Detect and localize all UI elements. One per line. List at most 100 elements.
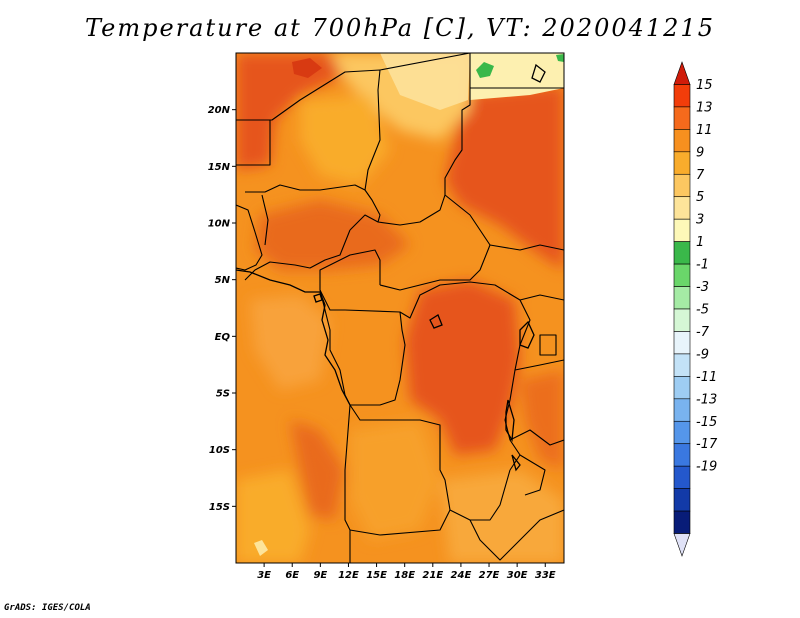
border-line [236, 120, 271, 166]
x-tick-label: 24E [451, 570, 472, 581]
lake-outline [429, 314, 443, 329]
colorbar-box [673, 84, 691, 108]
border-line [489, 244, 564, 251]
map-frame [235, 52, 565, 564]
colorbar-box [673, 151, 691, 175]
colorbar-box [673, 196, 691, 220]
border-line [244, 229, 351, 281]
border-line [519, 454, 546, 496]
border-line [236, 69, 381, 193]
x-tick-label: 12E [338, 570, 359, 581]
x-tick-label: 27E [479, 570, 500, 581]
pale-spot [254, 540, 268, 556]
x-tick-label: 33E [535, 570, 556, 581]
x-tick-label: 9E [313, 570, 327, 581]
y-tick-label: 15S [209, 502, 230, 513]
colorbar-label: 3 [696, 213, 704, 228]
country-borders [236, 53, 564, 563]
hot-spot [292, 58, 322, 78]
colorbar-label: 9 [696, 145, 704, 160]
colorbar-labels: 15 13 11 9 7 5 3 1 -1 -3 -5 -7 -9 -11 -13 -15 -17 -19 [696, 78, 718, 475]
cool-region-southeast [440, 470, 564, 563]
warm-region-southwest [290, 420, 345, 520]
grads-credit: GrADS: IGES/COLA [4, 603, 91, 613]
y-tick-label: 10S [209, 445, 230, 456]
colorbar-box [673, 465, 691, 489]
y-tick-label: 5S [216, 389, 230, 400]
colorbar-label: 11 [696, 123, 713, 138]
x-axis-ticks: 3E 6E 9E 12E 15E 18E 21E 24E 27E 30E 33E [257, 563, 556, 581]
coastline [236, 63, 546, 472]
colorbar-label: 7 [696, 168, 705, 183]
border-line [364, 189, 381, 223]
warm-region-northeast [445, 85, 564, 270]
border-line [514, 334, 564, 371]
colorbar-box [673, 263, 691, 287]
colorbar-box [673, 510, 691, 534]
x-tick-label: 6E [285, 570, 299, 581]
colorbar-box [673, 376, 691, 400]
colorbar-box [673, 286, 691, 310]
colorbar-label: -1 [696, 258, 709, 273]
colorbar-label: 13 [696, 100, 713, 115]
colorbar-label: -3 [696, 280, 709, 295]
lake-outline [531, 63, 546, 83]
cool-region-sahara [300, 95, 390, 185]
colorbar-label: 15 [696, 78, 713, 93]
y-tick-label: 15N [208, 162, 231, 173]
cool-region-gulf [250, 295, 330, 390]
y-tick-label: 20N [208, 105, 231, 116]
x-tick-label: 30E [507, 570, 528, 581]
border-line [344, 404, 351, 563]
x-tick-label: 15E [366, 570, 387, 581]
border-line [349, 509, 451, 536]
border-line [236, 204, 263, 271]
colorbar-label: -19 [696, 460, 717, 475]
border-line [319, 249, 381, 311]
colorbar-box [673, 106, 691, 130]
x-tick-label: 18E [394, 570, 415, 581]
green-patch [556, 54, 564, 62]
cool-region-southwest-coast [236, 470, 310, 563]
y-tick-label: 10N [208, 219, 231, 230]
lake-outline [511, 454, 521, 472]
colorbar-label: 1 [696, 235, 704, 250]
colorbar-box [673, 241, 691, 265]
colorbar-box [673, 129, 691, 153]
y-axis-ticks: 20N 15N 10N 5N EQ 5S 10S 15S [208, 105, 236, 513]
warm-region-east-ridge [520, 370, 564, 470]
lake-outline [505, 399, 515, 443]
border-line [349, 404, 511, 521]
border-line [379, 194, 491, 291]
colorbar-label: -9 [696, 347, 709, 362]
colorbar-box [673, 353, 691, 377]
colorbar-box [673, 420, 691, 445]
x-tick-label: 3E [257, 570, 271, 581]
border-line [469, 509, 564, 561]
colorbar-label: 5 [696, 190, 704, 205]
map-title: Temperature at 700hPa [C], VT: 202004121… [85, 14, 715, 42]
green-patch [476, 62, 494, 78]
colorbar-box [673, 331, 691, 355]
border-line [519, 294, 564, 301]
colorbar-box [673, 308, 691, 332]
colorbar-box [673, 488, 691, 512]
cool-band [380, 53, 470, 110]
colorbar-boxes [673, 61, 691, 557]
colorbar-top-arrow [673, 61, 691, 85]
colorbar-box [673, 443, 691, 467]
warm-region-central [405, 280, 520, 455]
colorbar-bottom-arrow [673, 533, 691, 557]
colorbar-label: -13 [696, 392, 717, 407]
colorbar-label: -11 [696, 370, 717, 385]
temperature-field [236, 53, 564, 563]
coast-line [236, 269, 351, 406]
x-tick-label: 21E [422, 570, 443, 581]
colorbar-label: -7 [696, 325, 710, 340]
border-line [344, 281, 531, 471]
border-line [261, 194, 269, 246]
lake-outline [519, 320, 535, 349]
colorbar-label: -17 [696, 437, 718, 452]
border-line [319, 289, 406, 406]
